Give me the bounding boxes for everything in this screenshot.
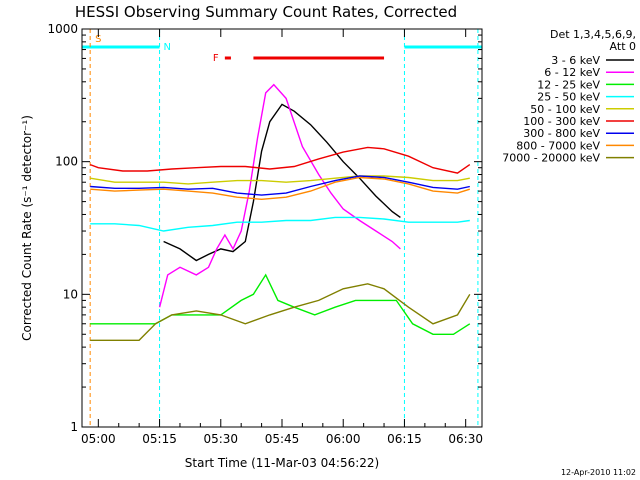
plot-frame [81,28,483,428]
series-line-2 [90,273,471,335]
flag-label-2: F [213,53,219,64]
footer-date: 12-Apr-2010 11:02 [561,468,636,477]
y-axis-label: Corrected Count Rate (s⁻¹ detector⁻¹) [20,115,34,341]
flag-label-0: S [95,34,101,45]
y-tick-label-1: 10 [63,287,78,301]
legend-label-2: 12 - 25 keV [537,78,600,91]
x-tick-label-2: 05:30 [203,432,238,446]
legend-label-6: 300 - 800 keV [523,127,600,140]
legend-label-7: 800 - 7000 keV [516,139,600,152]
flag-label-1: N [164,42,171,53]
x-tick-label-4: 06:00 [326,432,361,446]
x-tick-label-0: 05:00 [81,432,116,446]
legend-label-3: 25 - 50 keV [537,91,600,104]
series-line-1 [158,83,401,308]
x-tick-label-3: 05:45 [265,432,300,446]
y-axis: 1 10 100 1000 [47,22,482,434]
y-tick-label-0: 1 [70,420,78,434]
legend-label-8: 7000 - 20000 keV [502,152,600,165]
series-line-5 [89,146,471,174]
series-line-8 [90,283,471,341]
series-line-3 [90,216,470,232]
x-tick-label-5: 06:15 [387,432,422,446]
y-tick-label-3: 1000 [47,22,78,36]
x-axis-label: Start Time (11-Mar-03 04:56:22) [185,456,379,470]
legend-label-4: 50 - 100 keV [530,103,600,116]
y-tick-label-2: 100 [55,155,78,169]
legend-header-1: Att 0 [610,40,636,53]
x-tick-label-6: 06:30 [448,432,483,446]
series-line-4 [90,175,470,185]
legend-label-1: 6 - 12 keV [544,66,600,79]
series-line-7 [90,176,471,201]
plot-area: S N F [82,29,482,427]
x-axis: 05:00 05:15 05:30 05:45 06:00 06:15 06:30 [81,29,483,446]
chart-title: HESSI Observing Summary Count Rates, Cor… [75,3,457,21]
series-line-6 [90,175,470,196]
legend-label-0: 3 - 6 keV [551,54,600,67]
legend-label-5: 100 - 300 keV [523,115,600,128]
x-tick-label-1: 05:15 [142,432,177,446]
legend-header-0: Det 1,3,4,5,6,9, [550,28,636,41]
